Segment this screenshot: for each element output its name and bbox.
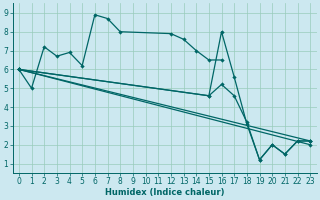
X-axis label: Humidex (Indice chaleur): Humidex (Indice chaleur): [105, 188, 224, 197]
